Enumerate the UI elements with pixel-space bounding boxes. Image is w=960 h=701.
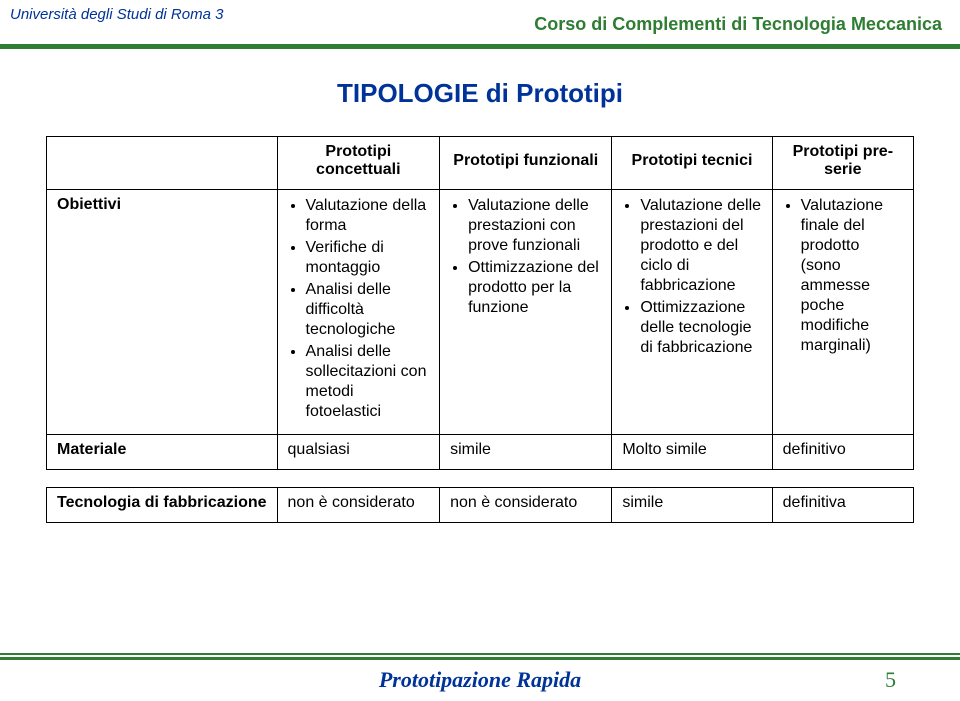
cell: simile (440, 435, 612, 470)
cell: qualsiasi (277, 435, 440, 470)
row-header: Tecnologia di fabbricazione (47, 488, 278, 523)
col-header: Prototipi pre-serie (772, 137, 913, 190)
cell: Valutazione delle prestazioni del prodot… (612, 190, 772, 435)
table-row-tecnologia: Tecnologia di fabbricazione non è consid… (47, 488, 914, 523)
cell: simile (612, 488, 772, 523)
col-header: Prototipi funzionali (440, 137, 612, 190)
table-corner (47, 137, 278, 190)
row-header: Materiale (47, 435, 278, 470)
footer-page-number: 5 (885, 667, 896, 693)
list-item: Analisi delle sollecitazioni con metodi … (306, 342, 430, 422)
row-header: Obiettivi (47, 190, 278, 435)
footer-title: Prototipazione Rapida (0, 667, 960, 693)
page-title: TIPOLOGIE di Prototipi (0, 78, 960, 109)
table-gap (47, 470, 914, 488)
cell: Valutazione finale del prodotto (sono am… (772, 190, 913, 435)
cell: Valutazione delle prestazioni con prove … (440, 190, 612, 435)
cell: non è considerato (440, 488, 612, 523)
list-item: Valutazione delle prestazioni con prove … (468, 196, 601, 256)
table-row-obiettivi: Obiettivi Valutazione della forma Verifi… (47, 190, 914, 435)
cell: Valutazione della forma Verifiche di mon… (277, 190, 440, 435)
list-item: Ottimizzazione delle tecnologie di fabbr… (640, 298, 761, 358)
cell: definitivo (772, 435, 913, 470)
col-header: Prototipi concettuali (277, 137, 440, 190)
list-item: Ottimizzazione del prodotto per la funzi… (468, 258, 601, 318)
list-item: Valutazione finale del prodotto (sono am… (801, 196, 903, 356)
footer-rule (0, 657, 960, 660)
table-row-materiale: Materiale qualsiasi simile Molto simile … (47, 435, 914, 470)
header-university: Università degli Studi di Roma 3 (10, 6, 223, 23)
table-header-row: Prototipi concettuali Prototipi funziona… (47, 137, 914, 190)
list-item: Valutazione della forma (306, 196, 430, 236)
cell: Molto simile (612, 435, 772, 470)
footer-rule (0, 653, 960, 655)
list-item: Valutazione delle prestazioni del prodot… (640, 196, 761, 296)
header-rule (0, 44, 960, 49)
cell: non è considerato (277, 488, 440, 523)
list-item: Analisi delle difficoltà tecnologiche (306, 280, 430, 340)
cell: definitiva (772, 488, 913, 523)
prototypes-table: Prototipi concettuali Prototipi funziona… (46, 136, 914, 523)
list-item: Verifiche di montaggio (306, 238, 430, 278)
col-header: Prototipi tecnici (612, 137, 772, 190)
header-course: Corso di Complementi di Tecnologia Mecca… (534, 14, 942, 35)
